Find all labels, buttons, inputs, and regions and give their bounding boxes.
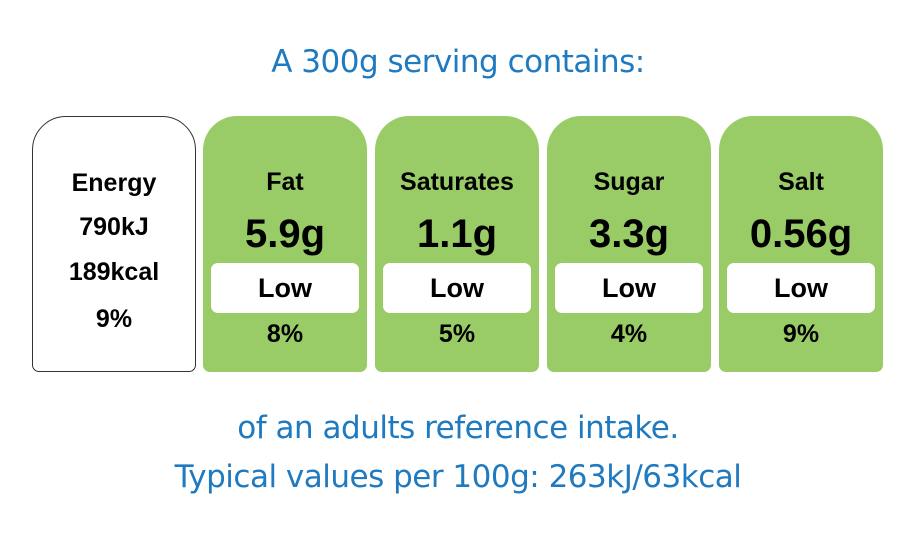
energy-percent: 9% [95,305,133,333]
serving-heading: A 300g serving contains: [271,44,645,80]
nutrient-name: Salt [778,168,824,196]
reference-intake-note: of an adults reference intake. [237,410,679,446]
energy-kcal: 189kcal [68,258,160,286]
sugar-card: Sugar 3.3g Low 4% [547,116,711,372]
salt-card: Salt 0.56g Low 9% [719,116,883,372]
typical-values-note: Typical values per 100g: 263kJ/63kcal [174,459,742,495]
energy-kj: 790kJ [79,213,149,241]
reference-intake-percent: 5% [438,320,476,348]
energy-label: Energy [71,169,157,197]
nutrient-name: Fat [266,168,304,196]
reference-intake-percent: 9% [782,320,820,348]
nutrient-name: Sugar [593,168,665,196]
nutrient-name: Saturates [400,168,514,196]
level-badge: Low [727,263,875,313]
level-badge: Low [555,263,703,313]
level-badge: Low [383,263,531,313]
nutrient-amount: 1.1g [416,212,498,256]
saturates-card: Saturates 1.1g Low 5% [375,116,539,372]
nutrient-amount: 3.3g [588,212,670,256]
level-badge: Low [211,263,359,313]
nutrient-amount: 5.9g [244,212,326,256]
reference-intake-percent: 4% [610,320,648,348]
reference-intake-percent: 8% [266,320,304,348]
fat-card: Fat 5.9g Low 8% [203,116,367,372]
energy-card: Energy 790kJ 189kcal 9% [32,116,196,372]
nutrient-amount: 0.56g [749,212,853,256]
